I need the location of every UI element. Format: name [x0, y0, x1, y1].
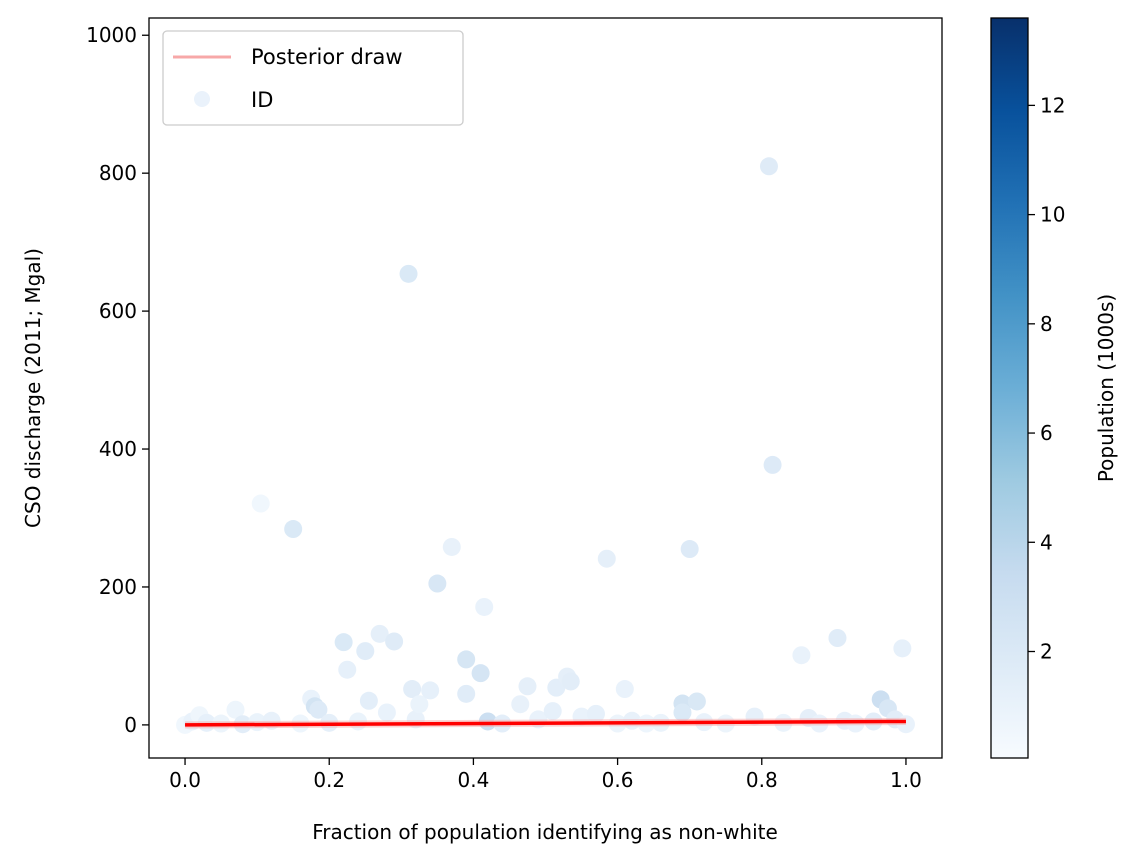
- data-point: [475, 597, 494, 616]
- data-point: [511, 695, 530, 714]
- colorbar-tick-label: 2: [1040, 640, 1053, 664]
- data-point: [543, 702, 562, 721]
- data-point: [338, 660, 357, 679]
- y-tick-label: 1000: [86, 23, 137, 47]
- colorbar-label: Population (1000s): [1094, 294, 1118, 482]
- scatter-points: [176, 157, 915, 734]
- posterior-draw-line: [185, 722, 906, 729]
- data-point: [828, 629, 847, 647]
- data-point: [399, 264, 418, 283]
- colorbar-tick-label: 10: [1040, 203, 1065, 227]
- data-point: [586, 704, 605, 723]
- data-point: [377, 703, 396, 722]
- legend-box: [162, 30, 464, 126]
- y-tick-label: 0: [124, 713, 137, 737]
- posterior-draw-line: [185, 717, 906, 725]
- data-point: [403, 680, 422, 699]
- data-point: [385, 632, 404, 651]
- colorbar-tick-label: 6: [1040, 421, 1053, 445]
- posterior-mean-line: [185, 719, 906, 727]
- x-axis: 0.0 0.2 0.4 0.6 0.8 1.0: [169, 758, 922, 792]
- data-point: [359, 691, 378, 710]
- colorbar-tick-label: 4: [1040, 530, 1053, 554]
- data-point: [309, 700, 328, 719]
- data-point: [561, 672, 580, 691]
- data-point: [226, 700, 245, 719]
- data-point: [334, 633, 353, 652]
- data-point: [518, 677, 537, 696]
- data-point: [547, 678, 566, 697]
- x-tick-label: 0.2: [313, 768, 345, 792]
- colorbar-tick-label: 12: [1040, 93, 1065, 117]
- data-point: [284, 520, 303, 539]
- data-point: [457, 650, 476, 669]
- y-tick-label: 200: [99, 575, 137, 599]
- data-point: [615, 680, 634, 699]
- data-point: [428, 574, 447, 593]
- data-point: [410, 695, 429, 714]
- legend-label-posterior: Posterior draw: [251, 45, 403, 69]
- data-point: [673, 703, 692, 722]
- posterior-line: [185, 719, 906, 727]
- data-point: [893, 639, 912, 658]
- data-point: [759, 157, 778, 176]
- data-point: [251, 494, 270, 513]
- data-point: [687, 692, 706, 711]
- data-point: [763, 455, 782, 474]
- x-tick-label: 1.0: [890, 768, 922, 792]
- x-tick-label: 0.4: [458, 768, 490, 792]
- y-axis: 0 200 400 600 800 1000: [86, 23, 149, 737]
- data-point: [680, 540, 699, 559]
- y-tick-label: 400: [99, 437, 137, 461]
- data-point: [792, 646, 811, 665]
- data-point: [471, 664, 490, 683]
- data-point: [370, 624, 389, 643]
- data-point: [597, 549, 616, 568]
- data-point: [356, 642, 375, 661]
- x-tick-label: 0.0: [169, 768, 201, 792]
- x-tick-label: 0.8: [746, 768, 778, 792]
- x-tick-label: 0.6: [602, 768, 634, 792]
- plot-area: [148, 17, 943, 759]
- legend: Posterior draw ID: [162, 30, 464, 126]
- x-axis-label: Fraction of population identifying as no…: [312, 820, 778, 844]
- colorbar: [990, 17, 1029, 759]
- legend-marker-swatch: [194, 91, 210, 107]
- data-point: [457, 684, 476, 703]
- colorbar-ticks: 2 4 6 8 10 12: [1028, 93, 1065, 664]
- data-point: [442, 537, 461, 556]
- colorbar-tick-label: 8: [1040, 312, 1053, 336]
- y-tick-label: 600: [99, 299, 137, 323]
- y-tick-label: 800: [99, 161, 137, 185]
- data-point: [421, 681, 440, 700]
- legend-label-id: ID: [251, 88, 273, 112]
- y-axis-label: CSO discharge (2011; Mgal): [21, 248, 45, 528]
